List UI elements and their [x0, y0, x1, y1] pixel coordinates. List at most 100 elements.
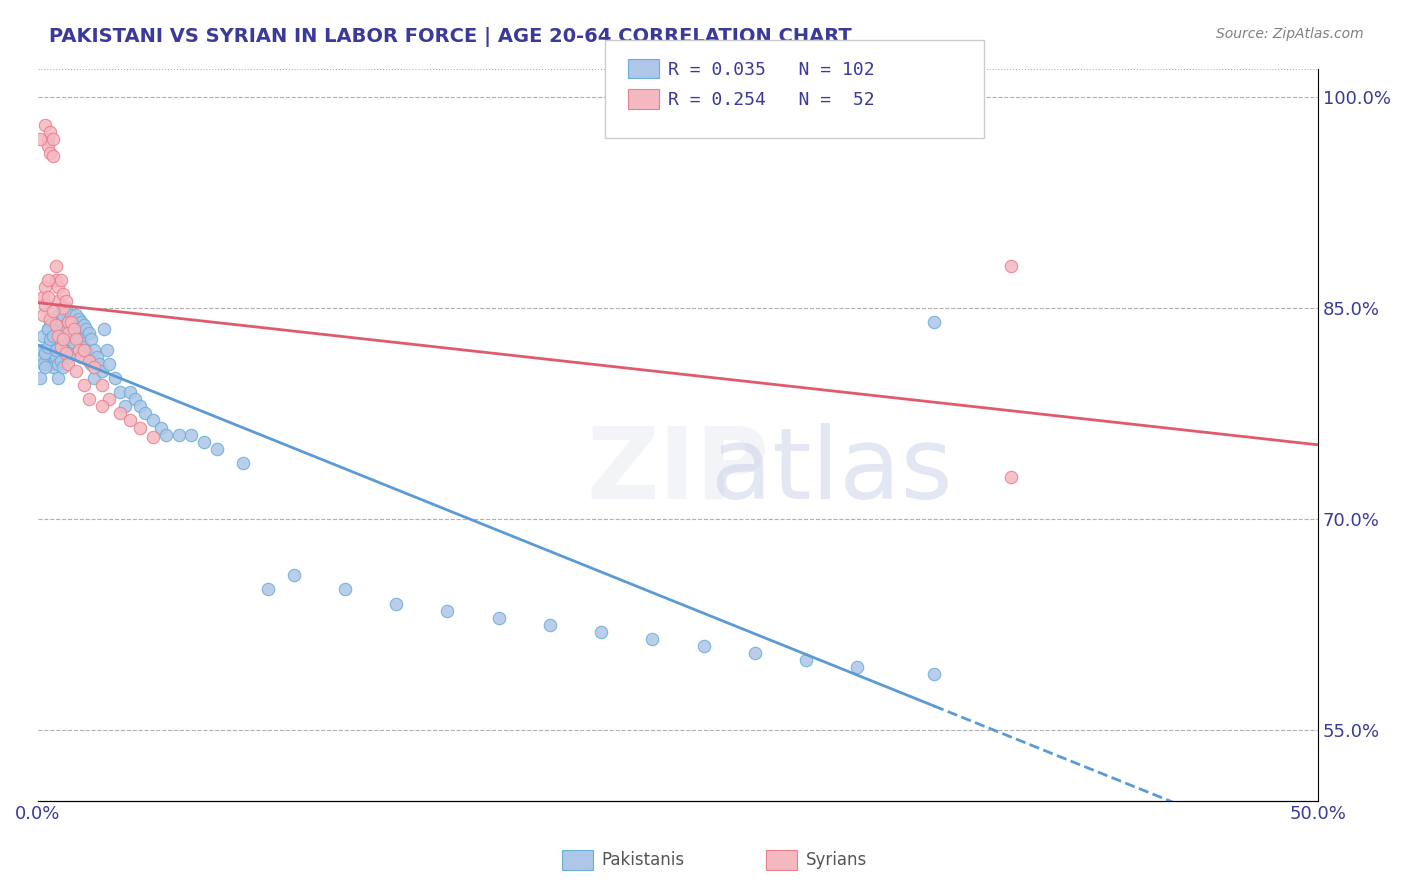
Point	[436, 603, 458, 617]
Point	[52, 359, 75, 374]
Point	[42, 132, 65, 146]
Point	[922, 667, 945, 681]
Point	[46, 308, 69, 322]
Point	[34, 346, 56, 360]
Point	[77, 392, 100, 407]
Point	[39, 343, 62, 357]
Point	[90, 400, 112, 414]
Point	[118, 385, 141, 400]
Point	[67, 343, 90, 357]
Point	[193, 434, 215, 449]
Point	[134, 407, 156, 421]
Point	[77, 326, 100, 341]
Point	[80, 332, 103, 346]
Point	[89, 357, 111, 371]
Point	[55, 343, 77, 357]
Point	[149, 420, 172, 434]
Point	[52, 308, 75, 322]
Point	[59, 308, 82, 322]
Point	[45, 315, 67, 329]
Point	[49, 315, 72, 329]
Point	[591, 624, 613, 639]
Point	[73, 378, 96, 392]
Point	[34, 118, 56, 132]
Text: ZIP: ZIP	[586, 423, 769, 520]
Point	[744, 646, 766, 660]
Point	[65, 326, 87, 341]
Point	[30, 343, 52, 357]
Point	[30, 132, 52, 146]
Point	[794, 653, 817, 667]
Point	[65, 346, 87, 360]
Point	[385, 597, 408, 611]
Point	[67, 312, 90, 326]
Point	[142, 413, 165, 427]
Point	[70, 336, 93, 351]
Text: R = 0.035   N = 102: R = 0.035 N = 102	[668, 61, 875, 78]
Point	[39, 357, 62, 371]
Point	[257, 582, 280, 597]
Point	[59, 329, 82, 343]
Point	[58, 350, 80, 364]
Point	[98, 392, 121, 407]
Point	[45, 273, 67, 287]
Point	[39, 146, 62, 161]
Point	[62, 315, 84, 329]
Point	[46, 329, 69, 343]
Point	[39, 312, 62, 326]
Point	[42, 303, 65, 318]
Point	[167, 427, 190, 442]
Point	[103, 371, 125, 385]
Point	[80, 357, 103, 371]
Point	[86, 350, 108, 364]
Point	[52, 322, 75, 336]
Point	[37, 350, 59, 364]
Point	[59, 315, 82, 329]
Text: Syrians: Syrians	[806, 851, 868, 869]
Point	[70, 315, 93, 329]
Point	[49, 273, 72, 287]
Point	[46, 279, 69, 293]
Point	[55, 322, 77, 336]
Point	[30, 371, 52, 385]
Point	[93, 322, 115, 336]
Point	[45, 336, 67, 351]
Point	[641, 632, 664, 646]
Point	[52, 301, 75, 315]
Point	[129, 420, 152, 434]
Point	[52, 343, 75, 357]
Point	[42, 350, 65, 364]
Point	[58, 315, 80, 329]
Point	[205, 442, 228, 456]
Point	[73, 340, 96, 354]
Point	[49, 340, 72, 354]
Text: PAKISTANI VS SYRIAN IN LABOR FORCE | AGE 20-64 CORRELATION CHART: PAKISTANI VS SYRIAN IN LABOR FORCE | AGE…	[49, 27, 852, 46]
Point	[67, 332, 90, 346]
Point	[58, 315, 80, 329]
Point	[98, 357, 121, 371]
Point	[39, 125, 62, 139]
Point	[37, 273, 59, 287]
Point	[34, 343, 56, 357]
Point	[45, 259, 67, 273]
Point	[58, 326, 80, 341]
Point	[58, 332, 80, 346]
Point	[83, 371, 105, 385]
Point	[118, 413, 141, 427]
Point	[73, 318, 96, 332]
Point	[333, 582, 356, 597]
Point	[62, 322, 84, 336]
Point	[155, 427, 177, 442]
Point	[83, 343, 105, 357]
Point	[90, 364, 112, 378]
Point	[49, 336, 72, 351]
Point	[1000, 259, 1022, 273]
Text: atlas: atlas	[711, 423, 952, 520]
Point	[34, 357, 56, 371]
Point	[846, 660, 869, 674]
Point	[108, 385, 131, 400]
Point	[31, 357, 53, 371]
Point	[142, 430, 165, 444]
Point	[37, 340, 59, 354]
Point	[75, 322, 97, 336]
